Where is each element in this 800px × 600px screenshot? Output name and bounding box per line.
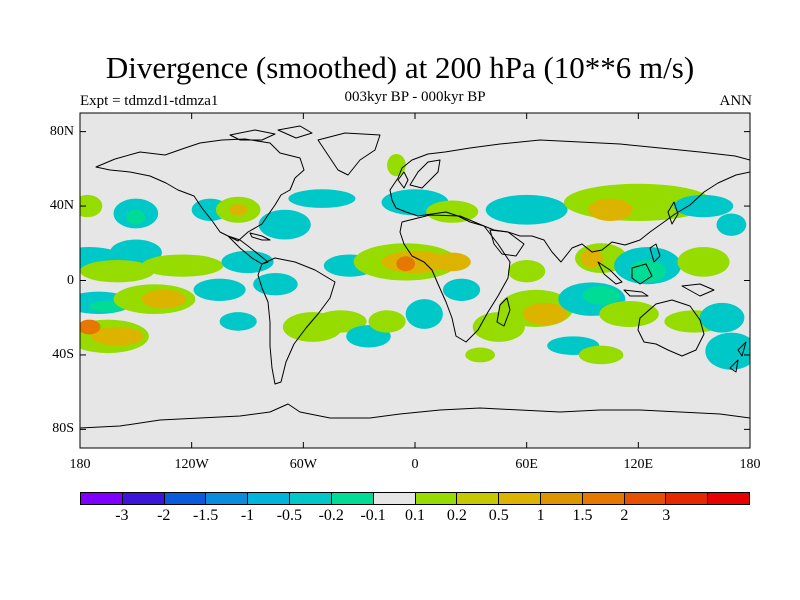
colorbar-swatch — [707, 493, 749, 504]
colorbar-swatch — [372, 493, 415, 504]
lon-tick-label: 60E — [515, 457, 538, 472]
lat-tick-label: 80S — [52, 421, 74, 437]
anomaly-region — [705, 332, 750, 370]
colorbar-swatch — [247, 493, 290, 504]
coastlines — [80, 125, 750, 429]
lat-tick-label: 0 — [67, 272, 74, 288]
colorbar-swatch — [665, 493, 708, 504]
lat-tick-label: 80N — [49, 123, 74, 139]
colorbar-swatch — [456, 493, 499, 504]
anomaly-region — [522, 302, 568, 326]
anomaly-region — [80, 319, 101, 335]
period-label: 003kyr BP - 000kyr BP — [344, 89, 486, 105]
colorbar-swatch — [163, 493, 206, 504]
anomaly-region — [433, 252, 471, 272]
season-label: ANN — [719, 93, 753, 109]
anomaly-region — [405, 299, 443, 329]
lon-tick-label: 120W — [174, 457, 209, 472]
anomaly-region — [580, 248, 603, 268]
colorbar-label: -0.2 — [318, 507, 344, 524]
colorbar-swatch — [623, 493, 666, 504]
anomaly-region — [288, 189, 356, 208]
colorbar-label: -1 — [240, 507, 255, 524]
anomaly-field — [80, 153, 750, 370]
lon-tick-label: 180 — [739, 457, 761, 472]
anomaly-region — [599, 300, 659, 328]
lon-tick-label: 120E — [623, 457, 654, 472]
lon-tick-label: 60W — [289, 457, 317, 472]
anomaly-region — [258, 209, 311, 240]
lat-tick-label: 40S — [52, 346, 74, 362]
colorbar-label: 0.2 — [446, 507, 467, 524]
anomaly-region — [228, 204, 248, 216]
anomaly-region — [80, 194, 103, 218]
anomaly-region — [109, 239, 162, 266]
colorbar-swatch — [414, 493, 457, 504]
colorbar-label: -1.5 — [192, 507, 219, 524]
anomaly-region — [716, 213, 747, 236]
colorbar-swatch — [289, 493, 331, 504]
anomaly-region — [677, 247, 730, 277]
colorbar — [80, 492, 750, 505]
anomaly-region — [368, 310, 406, 333]
colorbar-label: -0.5 — [276, 507, 303, 524]
colorbar-swatch — [539, 493, 582, 504]
colorbar-swatch — [121, 493, 164, 504]
anomaly-region — [426, 200, 479, 223]
colorbar-swatch — [330, 493, 373, 504]
colorbar-label: 3 — [662, 507, 671, 524]
colorbar-label: 0.5 — [488, 507, 509, 524]
lat-tick-label: 40N — [49, 198, 74, 214]
anomaly-region — [485, 194, 568, 225]
anomaly-region — [673, 194, 734, 218]
colorbar-label: 2 — [620, 507, 629, 524]
colorbar-label: 1.5 — [572, 507, 593, 524]
colorbar-label: -2 — [157, 507, 171, 524]
anomaly-region — [141, 289, 187, 309]
anomaly-region — [193, 278, 246, 301]
anomaly-region — [219, 312, 257, 331]
colorbar-label: -0.1 — [360, 507, 386, 524]
colorbar-swatch — [581, 493, 624, 504]
anomaly-region — [126, 209, 146, 225]
anomaly-region — [396, 256, 416, 272]
anomaly-region — [442, 278, 481, 301]
anomaly-region — [314, 310, 367, 333]
anomaly-region — [629, 260, 667, 283]
anomaly-region — [253, 273, 298, 296]
anomaly-region — [508, 260, 546, 283]
anomaly-region — [582, 286, 620, 305]
colorbar-swatch — [498, 493, 540, 504]
anomaly-region — [578, 345, 624, 365]
lon-tick-label: 0 — [411, 457, 419, 472]
anomaly-region — [91, 327, 144, 346]
anomaly-region — [465, 347, 496, 363]
colorbar-label: -3 — [115, 507, 129, 524]
page-title: Divergence (smoothed) at 200 hPa (10**6 … — [105, 50, 695, 85]
anomaly-region — [80, 260, 155, 283]
anomaly-region — [588, 198, 633, 221]
experiment-label: Expt = tdmzd1-tdmza1 — [80, 93, 219, 109]
colorbar-label: 0.1 — [405, 507, 425, 524]
colorbar-swatch — [205, 493, 248, 504]
lon-tick-label: 180 — [69, 457, 91, 472]
colorbar-swatch — [81, 493, 122, 504]
axis-ticks — [79, 113, 751, 448]
anomaly-region — [699, 302, 745, 333]
colorbar-label: 1 — [536, 507, 545, 524]
anomaly-region — [141, 254, 224, 277]
